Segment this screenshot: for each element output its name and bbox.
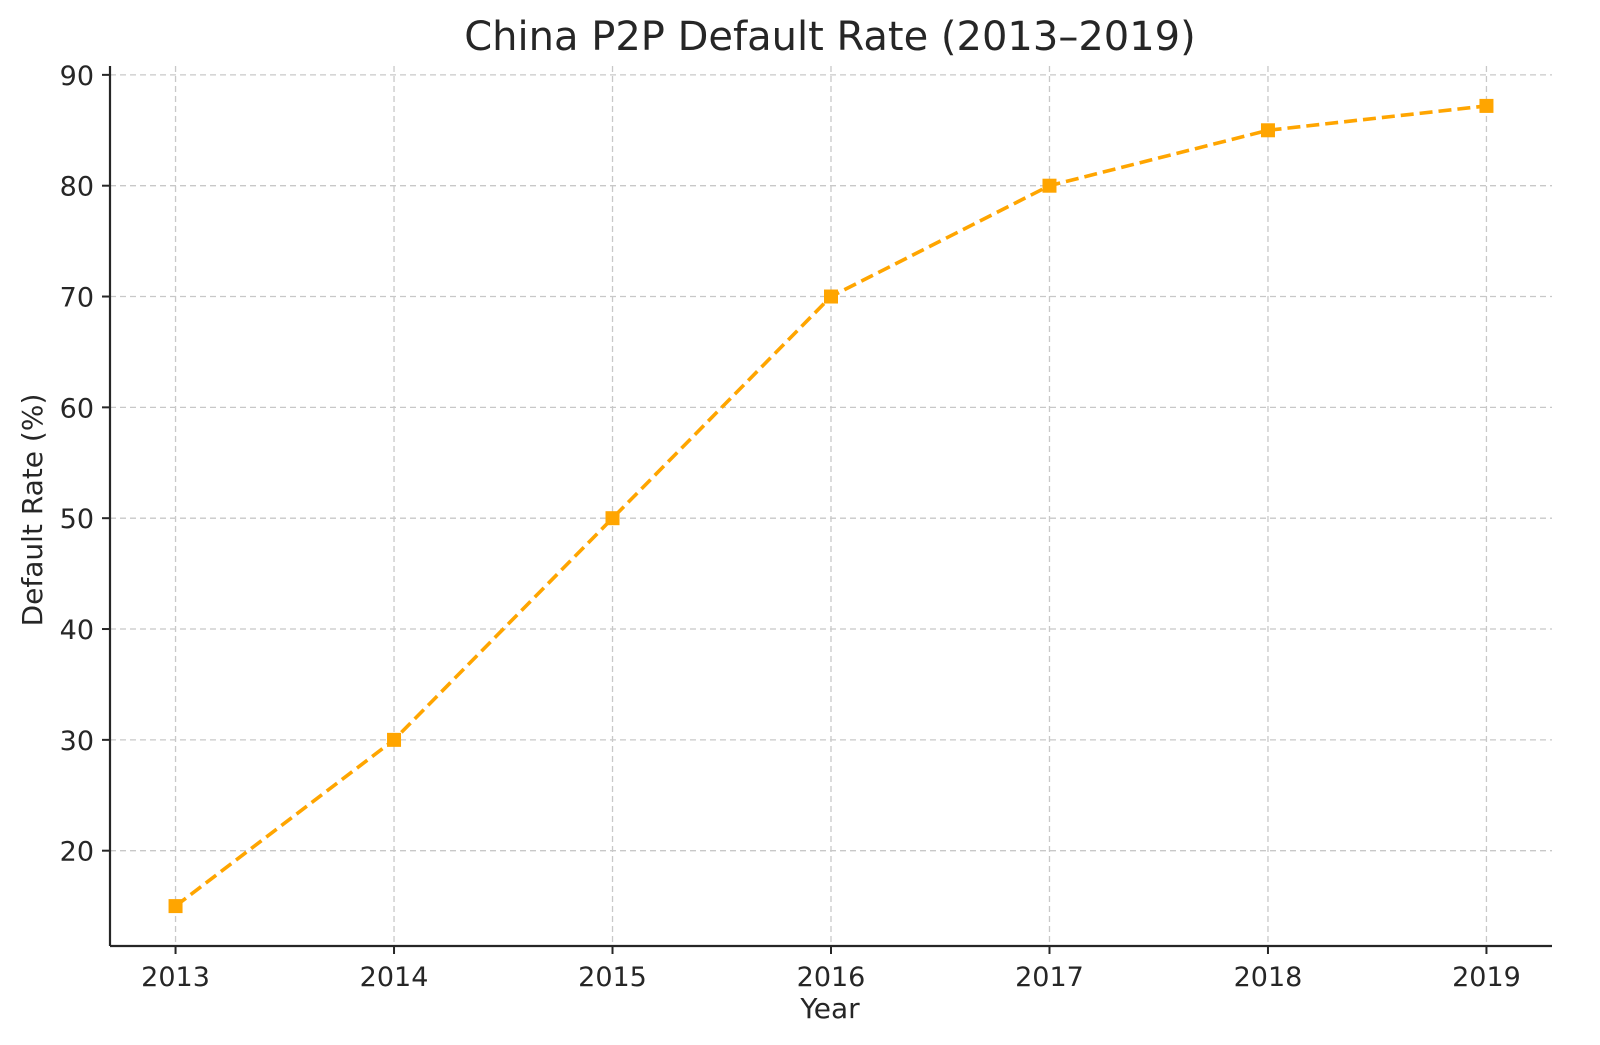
data-point-2019 <box>1479 98 1494 113</box>
y-tick-label: 20 <box>60 837 94 868</box>
y-tick-label: 30 <box>60 726 94 757</box>
x-tick-label: 2019 <box>1452 962 1521 993</box>
x-tick-label: 2015 <box>578 962 647 993</box>
y-tick-label: 50 <box>60 504 94 535</box>
y-tick-label: 60 <box>60 393 94 424</box>
x-tick-label: 2014 <box>360 962 429 993</box>
series-layer <box>168 98 1494 914</box>
data-point-2018 <box>1260 123 1275 138</box>
x-tick-label: 2018 <box>1234 962 1303 993</box>
y-tick-label: 80 <box>60 172 94 203</box>
tick-layer: 2013 2014 2015 2016 2017 2018 2019 20 30 40 50 60 70… <box>60 61 1521 993</box>
y-tick-label: 90 <box>60 61 94 92</box>
data-point-2015 <box>605 511 620 526</box>
x-axis-label: Year <box>799 992 860 1025</box>
y-axis-label: Default Rate (%) <box>16 394 49 627</box>
y-tick-label: 40 <box>60 615 94 646</box>
data-point-2017 <box>1042 178 1057 193</box>
data-point-2016 <box>824 289 838 304</box>
x-tick-label: 2013 <box>141 962 210 993</box>
data-point-2013 <box>168 899 183 914</box>
data-point-2014 <box>387 732 402 747</box>
chart-title: China P2P Default Rate (2013–2019) <box>464 14 1195 60</box>
x-tick-label: 2017 <box>1015 962 1084 993</box>
y-tick-label: 70 <box>60 283 94 314</box>
x-tick-label: 2016 <box>797 962 866 993</box>
